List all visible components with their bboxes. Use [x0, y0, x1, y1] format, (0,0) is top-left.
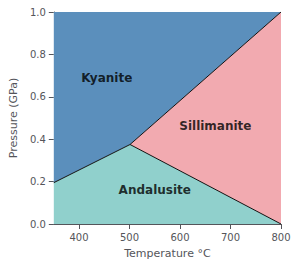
svg-text:Kyanite: Kyanite [81, 71, 132, 85]
svg-text:500: 500 [120, 232, 139, 243]
svg-text:700: 700 [221, 232, 240, 243]
svg-text:Andalusite: Andalusite [119, 183, 191, 197]
svg-text:Pressure (GPa): Pressure (GPa) [7, 78, 20, 158]
svg-text:0.6: 0.6 [30, 91, 46, 102]
svg-text:600: 600 [170, 232, 189, 243]
svg-text:0.4: 0.4 [30, 134, 46, 145]
svg-text:0.2: 0.2 [30, 176, 46, 187]
svg-text:Temperature °C: Temperature °C [123, 247, 211, 260]
svg-text:0.0: 0.0 [30, 219, 46, 230]
svg-text:800: 800 [271, 232, 290, 243]
svg-text:0.8: 0.8 [30, 49, 46, 60]
svg-text:Sillimanite: Sillimanite [179, 119, 251, 133]
svg-text:1.0: 1.0 [30, 7, 46, 18]
svg-text:400: 400 [70, 232, 89, 243]
